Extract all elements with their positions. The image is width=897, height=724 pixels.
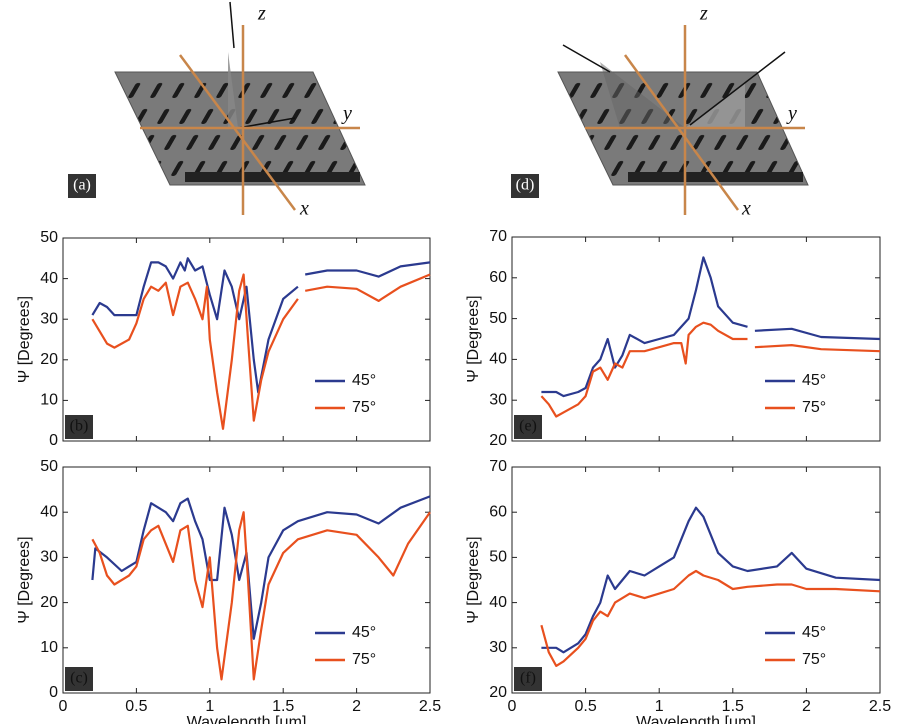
- y-tick-label: 30: [489, 391, 507, 408]
- panel-label: (c): [70, 670, 88, 687]
- y-tick-label: 60: [489, 269, 507, 286]
- panel-badge: [511, 174, 539, 198]
- legend-label: 75°: [802, 399, 826, 416]
- plot-frame: [62, 237, 431, 442]
- legend-label: 45°: [802, 624, 826, 641]
- y-tick-label: 70: [489, 228, 507, 245]
- data-line: [91, 273, 431, 430]
- x-axis-label: Wavelength [μm]: [187, 714, 307, 724]
- panel-label: (f): [520, 670, 536, 687]
- incident-beam: [229, 1, 235, 49]
- legend-label: 45°: [352, 624, 376, 641]
- scale-bar: [628, 172, 803, 182]
- y-tick-label: 50: [40, 229, 58, 246]
- x-tick-label: 0: [59, 698, 68, 715]
- y-tick-label: 10: [40, 639, 58, 656]
- x-axis-label: Wavelength [μm]: [636, 714, 756, 724]
- axis-name: z: [699, 3, 708, 25]
- x-tick-label: 2.5: [419, 698, 441, 715]
- plot-frame: [62, 466, 431, 694]
- y-tick-label: 60: [489, 503, 507, 520]
- axis-name: y: [786, 103, 797, 125]
- legend-label: 45°: [352, 372, 376, 389]
- y-tick-label: 20: [489, 684, 507, 701]
- panel-badge: [68, 174, 96, 198]
- x-tick-label: 1.5: [722, 698, 744, 715]
- reflected-beam: [237, 117, 296, 129]
- y-axis-label: Ψ [Degrees]: [465, 536, 482, 623]
- y-tick-label: 30: [40, 549, 58, 566]
- panel-label: (a): [73, 177, 91, 194]
- y-tick-label: 20: [489, 432, 507, 449]
- axis-name: x: [299, 198, 309, 220]
- panel-label: (d): [516, 177, 535, 194]
- data-line: [541, 256, 881, 398]
- incident-beam: [562, 44, 611, 73]
- reflected-beam: [689, 51, 786, 126]
- panel-badge: [65, 415, 93, 439]
- data-line: [540, 321, 881, 418]
- diagram-d: (d) z y x: [511, 3, 809, 220]
- data-line: [541, 506, 881, 654]
- y-tick-label: 40: [40, 270, 58, 287]
- y-tick-label: 20: [40, 351, 58, 368]
- x-tick-label: 1.5: [272, 698, 294, 715]
- y-tick-label: 0: [49, 432, 58, 449]
- plane-of-incidence: [228, 52, 238, 128]
- y-tick-label: 0: [49, 684, 58, 701]
- y-axis-label: Ψ [Degrees]: [465, 295, 482, 382]
- axis-name: z: [257, 3, 266, 25]
- x-tick-label: 1: [655, 698, 664, 715]
- y-tick-label: 20: [40, 594, 58, 611]
- x-tick-label: 1: [205, 698, 214, 715]
- diagram-a: (a) z y x: [68, 1, 366, 220]
- data-line: [91, 495, 431, 640]
- y-tick-label: 70: [489, 458, 507, 475]
- panel-badge: [65, 667, 93, 691]
- legend-label: 75°: [352, 651, 376, 668]
- data-line: [540, 569, 881, 667]
- x-tick-label: 2.5: [869, 698, 891, 715]
- y-tick-label: 10: [40, 392, 58, 409]
- y-tick-label: 40: [40, 503, 58, 520]
- axis-name: y: [341, 103, 352, 125]
- axes: [585, 25, 805, 215]
- data-line: [91, 511, 431, 681]
- y-tick-label: 50: [489, 310, 507, 327]
- y-tick-label: 50: [40, 458, 58, 475]
- legend-label: 75°: [352, 399, 376, 416]
- y-tick-label: 50: [489, 549, 507, 566]
- plane-of-incidence: [600, 62, 685, 128]
- axes: [140, 25, 360, 215]
- axis-name: x: [741, 198, 751, 220]
- panel-badge: [514, 667, 542, 691]
- y-tick-label: 40: [489, 594, 507, 611]
- panel-label: (e): [519, 418, 537, 435]
- y-tick-label: 30: [489, 639, 507, 656]
- y-axis-label: Ψ [Degrees]: [16, 296, 33, 383]
- legend-label: 75°: [802, 651, 826, 668]
- data-line: [91, 257, 431, 394]
- y-tick-label: 30: [40, 310, 58, 327]
- x-tick-label: 0: [508, 698, 517, 715]
- y-axis-label: Ψ [Degrees]: [16, 536, 33, 623]
- scale-bar: [185, 172, 360, 182]
- x-tick-label: 2: [802, 698, 811, 715]
- panel-badge: [514, 415, 542, 439]
- y-tick-label: 40: [489, 351, 507, 368]
- legend-label: 45°: [802, 372, 826, 389]
- x-tick-label: 0.5: [574, 698, 596, 715]
- x-tick-label: 2: [352, 698, 361, 715]
- panel-label: (b): [70, 418, 89, 435]
- x-tick-label: 0.5: [125, 698, 147, 715]
